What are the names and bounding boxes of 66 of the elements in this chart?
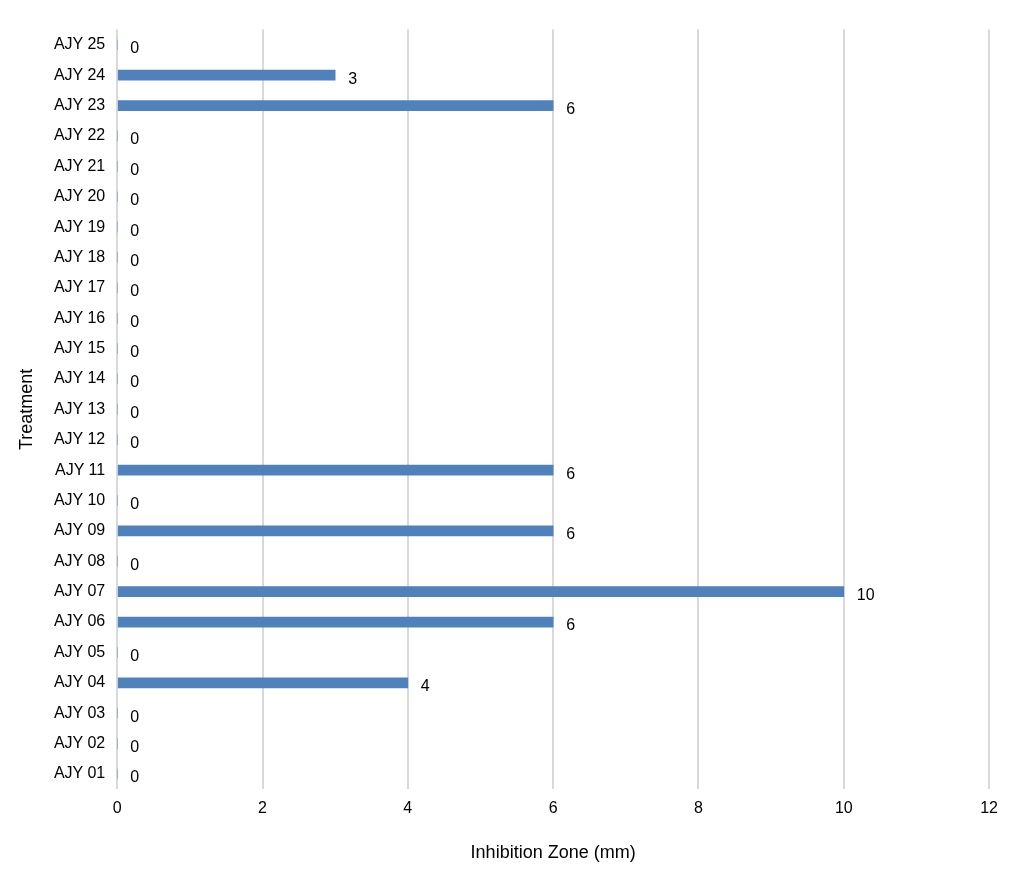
bar bbox=[117, 677, 409, 689]
y-tick-label: AJY 17 bbox=[53, 278, 106, 296]
data-label: 4 bbox=[420, 677, 430, 695]
bar bbox=[117, 69, 336, 81]
data-label: 0 bbox=[130, 130, 140, 148]
data-label: 10 bbox=[856, 586, 875, 604]
data-label: 0 bbox=[130, 312, 140, 330]
y-tick-label: AJY 20 bbox=[53, 187, 106, 205]
x-axis-title: Inhibition Zone (mm) bbox=[470, 842, 636, 863]
data-label: 6 bbox=[566, 99, 576, 117]
x-tick-label: 2 bbox=[258, 799, 268, 817]
y-tick-label: AJY 08 bbox=[53, 551, 106, 569]
data-label: 0 bbox=[130, 707, 140, 725]
data-label: 6 bbox=[566, 464, 576, 482]
x-tick-label: 12 bbox=[980, 799, 999, 817]
bar bbox=[117, 586, 845, 598]
x-tick-label: 6 bbox=[548, 799, 558, 817]
data-label: 6 bbox=[566, 525, 576, 543]
data-label: 0 bbox=[130, 282, 140, 300]
data-label: 0 bbox=[130, 738, 140, 756]
x-tick-label: 8 bbox=[694, 799, 704, 817]
y-tick-label: AJY 01 bbox=[53, 764, 106, 782]
data-label: 0 bbox=[130, 39, 140, 57]
x-tick-label: 4 bbox=[403, 799, 413, 817]
y-tick-label: AJY 18 bbox=[53, 247, 106, 265]
data-label: 0 bbox=[130, 251, 140, 269]
y-tick-label: AJY 23 bbox=[53, 95, 106, 113]
bar bbox=[117, 100, 554, 111]
data-label: 0 bbox=[130, 160, 140, 178]
data-label: 3 bbox=[348, 69, 358, 87]
x-tick-label: 0 bbox=[112, 799, 122, 817]
y-tick-label: AJY 07 bbox=[53, 582, 106, 600]
y-tick-label: AJY 25 bbox=[53, 35, 106, 53]
data-label: 0 bbox=[130, 434, 140, 452]
y-axis-title: Treatment bbox=[15, 368, 36, 451]
y-tick-label: AJY 05 bbox=[53, 642, 106, 660]
y-tick-label: AJY 22 bbox=[53, 126, 106, 144]
y-tick-label: AJY 24 bbox=[53, 65, 106, 83]
data-label: 0 bbox=[130, 646, 140, 664]
data-label: 0 bbox=[130, 221, 140, 239]
data-label: 0 bbox=[130, 494, 140, 512]
data-label: 6 bbox=[566, 616, 576, 634]
y-tick-label: AJY 14 bbox=[53, 369, 106, 387]
y-tick-label: AJY 04 bbox=[53, 673, 106, 691]
bar bbox=[117, 616, 554, 628]
data-label: 0 bbox=[130, 768, 140, 786]
bar bbox=[117, 525, 554, 537]
y-tick-label: AJY 16 bbox=[53, 308, 106, 326]
y-tick-label: AJY 15 bbox=[53, 339, 106, 357]
data-label: 0 bbox=[130, 191, 140, 209]
bar bbox=[117, 464, 554, 476]
y-tick-label: AJY 12 bbox=[53, 430, 106, 448]
data-label: 0 bbox=[130, 555, 140, 573]
y-tick-label: AJY 11 bbox=[55, 460, 106, 478]
y-tick-label: AJY 21 bbox=[53, 156, 106, 174]
y-tick-label: AJY 13 bbox=[53, 399, 106, 417]
x-tick-label: 10 bbox=[834, 799, 853, 817]
y-tick-label: AJY 09 bbox=[53, 521, 106, 539]
data-label: 0 bbox=[130, 343, 140, 361]
data-label: 0 bbox=[130, 373, 140, 391]
y-tick-label: AJY 06 bbox=[53, 612, 106, 630]
y-tick-label: AJY 19 bbox=[53, 217, 106, 235]
data-label: 0 bbox=[130, 403, 140, 421]
y-tick-label: AJY 10 bbox=[53, 490, 106, 508]
y-tick-label: AJY 03 bbox=[53, 703, 106, 721]
y-tick-label: AJY 02 bbox=[53, 734, 106, 752]
